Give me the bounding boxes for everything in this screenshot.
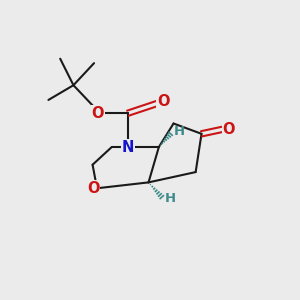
Text: H: H bbox=[173, 125, 184, 138]
Text: O: O bbox=[91, 106, 104, 121]
Text: O: O bbox=[157, 94, 169, 109]
Text: N: N bbox=[122, 140, 134, 154]
Text: H: H bbox=[164, 192, 175, 205]
Text: O: O bbox=[222, 122, 235, 137]
Text: O: O bbox=[87, 181, 100, 196]
